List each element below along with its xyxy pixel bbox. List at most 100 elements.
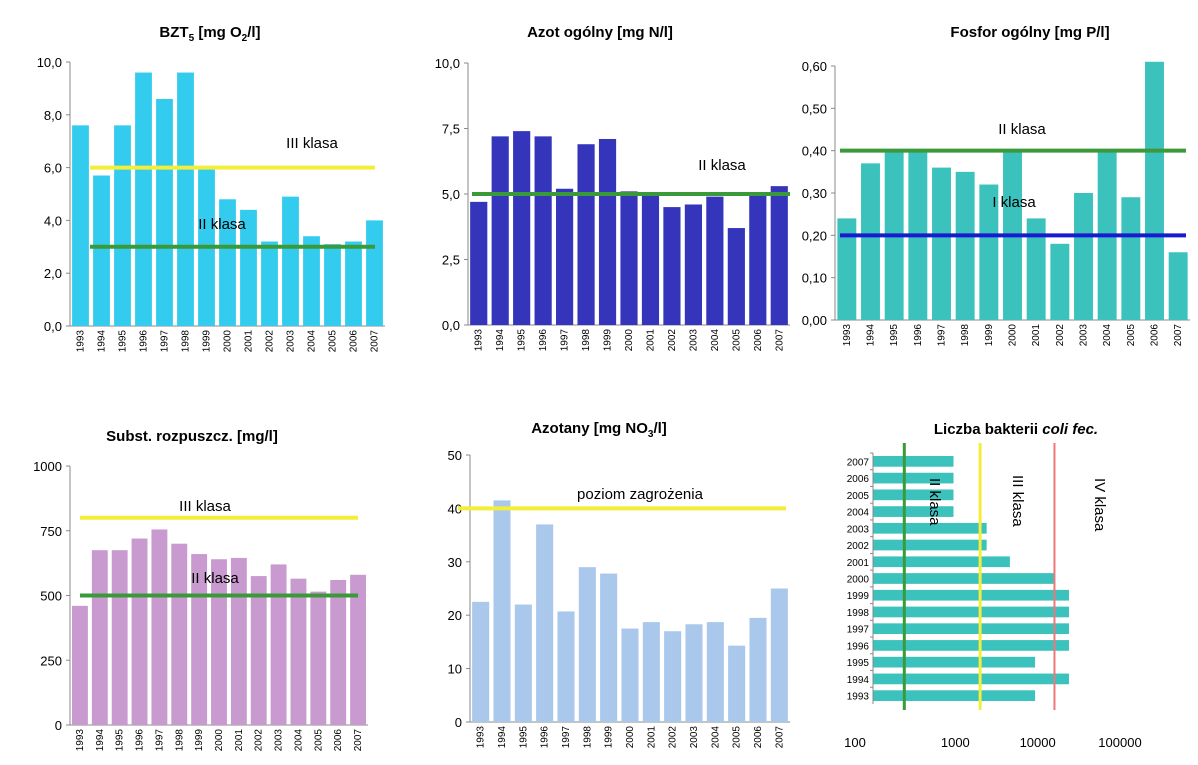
x-tick-1995: 1995 <box>115 729 126 752</box>
chart-4: Subst. rozpuszcz. [mg/l] 0 250 500 750 1000 19… <box>33 428 368 751</box>
bar-2004 <box>873 506 954 517</box>
bar-2007 <box>350 574 367 725</box>
reference-label-1: poziom zagrożenia <box>577 486 704 503</box>
bar-1997 <box>873 623 1069 635</box>
x-tick-2000: 2000 <box>223 330 234 353</box>
bar-2005 <box>873 489 954 501</box>
y-tick-10,0: 10,0 <box>37 55 62 70</box>
bar-2000 <box>211 559 227 725</box>
x-tick-2001: 2001 <box>645 329 656 352</box>
y-tick-0,60: 0,60 <box>802 59 827 74</box>
y-tick-0,40: 0,40 <box>802 144 827 159</box>
x-tick-2003: 2003 <box>274 729 285 752</box>
x-tick-2000: 2000 <box>214 729 225 752</box>
y-tick-0,20: 0,20 <box>802 228 827 243</box>
x-tick-2003: 2003 <box>688 329 699 352</box>
bar-2000 <box>620 191 638 325</box>
x-tick-1997: 1997 <box>160 330 171 353</box>
category-label-1993: 1993 <box>847 692 870 703</box>
category-label-2006: 2006 <box>847 474 870 485</box>
bar-2006 <box>345 241 362 326</box>
bar-1994 <box>861 163 880 320</box>
bar-1996 <box>873 640 1069 651</box>
bar-2005 <box>728 645 746 722</box>
bar-1994 <box>493 500 511 722</box>
x-tick-1994: 1994 <box>97 330 108 353</box>
y-tick-5,0: 5,0 <box>442 187 460 202</box>
x-tick-2000: 2000 <box>1008 324 1019 347</box>
category-label-1994: 1994 <box>847 675 870 686</box>
bar-1993 <box>71 605 88 725</box>
bar-2002 <box>663 207 681 325</box>
chart-title: Azot ogólny [mg N/l] <box>527 24 673 41</box>
bar-1994 <box>491 136 509 325</box>
bar-1995 <box>114 125 131 326</box>
category-label-2002: 2002 <box>847 541 870 552</box>
chart-6: Liczba bakterii coli fec. 2007 2006 2005 200… <box>844 421 1142 750</box>
chart-1: BZT5 [mg O2/l] 0,0 2,0 4,0 6,0 8,0 10,0 1993 199… <box>37 24 385 352</box>
y-tick-2,0: 2,0 <box>44 266 62 281</box>
y-tick-30: 30 <box>448 555 462 570</box>
bar-1995 <box>514 604 532 722</box>
bar-1993 <box>873 690 1036 701</box>
x-tick-2005: 2005 <box>328 330 339 353</box>
bar-2005 <box>324 244 341 326</box>
x-tick-1998: 1998 <box>960 324 971 347</box>
bar-2000 <box>621 628 639 722</box>
bar-2001 <box>230 557 247 725</box>
category-label-2000: 2000 <box>847 575 870 586</box>
y-tick-250: 250 <box>40 653 62 668</box>
bar-2003 <box>1074 193 1093 320</box>
x-tick-2002: 2002 <box>1055 324 1066 347</box>
x-tick-1998: 1998 <box>181 330 192 353</box>
x-tick-2001: 2001 <box>646 726 657 749</box>
bar-1999 <box>600 573 618 722</box>
x-tick-2005: 2005 <box>1126 324 1137 347</box>
bar-2007 <box>366 220 383 326</box>
x-tick-1999: 1999 <box>194 729 205 752</box>
y-tick-0: 0 <box>55 718 62 733</box>
bar-2001 <box>1026 218 1046 320</box>
chart-5: Azotany [mg NO3/l] 0 10 20 30 40 50 1993 1994 199… <box>448 420 790 748</box>
category-label-1997: 1997 <box>847 625 870 636</box>
category-label-2003: 2003 <box>847 524 870 535</box>
bar-2005 <box>727 228 745 325</box>
bar-1995 <box>873 656 1036 668</box>
bar-2004 <box>303 236 320 326</box>
chart-title: Liczba bakterii coli fec. <box>934 421 1098 438</box>
chart-3: Fosfor ogólny [mg P/l] 0,00 0,10 0,20 0,30 0,… <box>802 24 1190 346</box>
chart-title: Fosfor ogólny [mg P/l] <box>950 24 1109 41</box>
bar-1997 <box>557 611 575 722</box>
x-tick-1995: 1995 <box>118 330 129 353</box>
x-tick-1997: 1997 <box>937 324 948 347</box>
x-tick-1999: 1999 <box>202 330 213 353</box>
x-tick-2001: 2001 <box>244 330 255 353</box>
bar-1996 <box>534 136 552 325</box>
bar-1997 <box>151 529 168 725</box>
bar-2006 <box>873 472 954 484</box>
bar-1993 <box>470 201 488 325</box>
x-tick-1995: 1995 <box>518 726 529 749</box>
bar-2004 <box>706 622 724 722</box>
bar-2006 <box>1145 61 1164 321</box>
x-tick-1993: 1993 <box>474 329 485 352</box>
x-tick-2002: 2002 <box>668 726 679 749</box>
x-tick-2004: 2004 <box>710 726 721 749</box>
reference-label-2: I klasa <box>992 194 1036 211</box>
x-tick-2004: 2004 <box>1102 324 1113 347</box>
x-tick-2007: 2007 <box>1173 324 1184 347</box>
bar-2003 <box>685 624 703 722</box>
bar-1998 <box>577 144 595 325</box>
bar-1996 <box>536 524 554 722</box>
bar-2007 <box>873 456 954 467</box>
x-tick-1993: 1993 <box>842 324 853 347</box>
bar-2002 <box>1050 243 1070 320</box>
x-tick-2005: 2005 <box>313 729 324 752</box>
x-tick-2000: 2000 <box>625 726 636 749</box>
x-tick-100: 100 <box>844 735 866 750</box>
x-tick-1998: 1998 <box>582 726 593 749</box>
bar-2003 <box>873 522 987 534</box>
x-tick-1000: 1000 <box>941 735 970 750</box>
x-tick-1997: 1997 <box>560 329 571 352</box>
x-tick-1994: 1994 <box>495 329 506 352</box>
